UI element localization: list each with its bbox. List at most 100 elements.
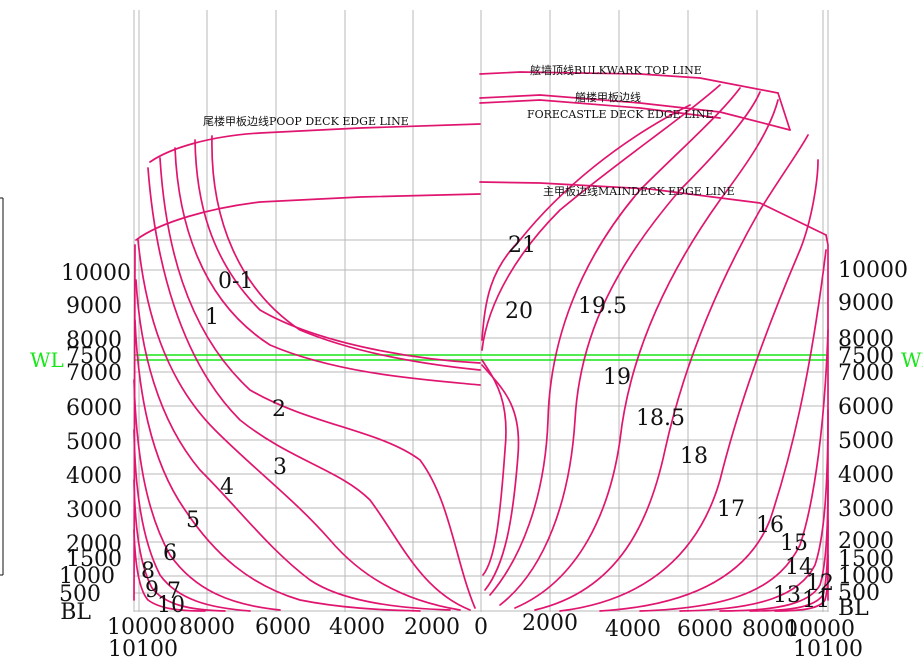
aft-station-curve-g bbox=[135, 279, 451, 611]
width-label-aft: 8000 bbox=[179, 615, 235, 640]
aft-station-curve-k bbox=[133, 479, 226, 612]
station-label: 19.5 bbox=[578, 294, 627, 319]
bulkwark-end-connector bbox=[777, 92, 791, 131]
aft-station-curve-f bbox=[137, 239, 461, 611]
fwd-station-curve-20-a bbox=[481, 359, 507, 576]
station-label: 10 bbox=[157, 593, 185, 618]
bulkwark-top-line bbox=[479, 71, 779, 94]
main-deck-edge-line bbox=[479, 181, 827, 236]
height-label-left: 6000 bbox=[66, 396, 122, 421]
aft-station-curve-a bbox=[194, 139, 481, 364]
aft-station-curve-i bbox=[133, 379, 281, 611]
station-label: 18.5 bbox=[636, 406, 685, 431]
height-label-left: 500 bbox=[59, 582, 101, 607]
fwd-station-curve-11 bbox=[774, 554, 829, 612]
height-label-right: 9000 bbox=[838, 291, 894, 316]
height-label-right: 2000 bbox=[838, 529, 894, 554]
fwd-station-curve-19-5 bbox=[489, 87, 741, 596]
waterline-labels: WL WL bbox=[30, 348, 923, 372]
waterline bbox=[134, 354, 828, 361]
deck-edge-labels: 舷墙顶线BULKWARK TOP LINE 艏楼甲板边线 FORECASTLE … bbox=[203, 63, 735, 198]
station-label: 7 bbox=[167, 579, 181, 604]
height-label-left: 5000 bbox=[66, 430, 122, 455]
left-frame-marker bbox=[0, 197, 4, 576]
station-label: 3 bbox=[273, 455, 287, 480]
station-label: 1 bbox=[205, 305, 219, 330]
grid-lines bbox=[133, 10, 829, 612]
fwd-station-curve-12 bbox=[749, 519, 829, 612]
station-label: 11 bbox=[802, 588, 830, 613]
station-labels-aft: 0-1 1 2 3 4 5 6 7 8 9 10 bbox=[141, 269, 287, 618]
height-label-left: 7500 bbox=[66, 344, 122, 369]
width-label-fwd: 4000 bbox=[605, 617, 661, 642]
width-label-aft: 2000 bbox=[404, 615, 460, 640]
height-label-left: 9000 bbox=[66, 294, 122, 319]
height-label-left: 3000 bbox=[66, 498, 122, 523]
height-label-right: 7500 bbox=[838, 344, 894, 369]
width-label-fwd: 6000 bbox=[677, 617, 733, 642]
station-label: 14 bbox=[785, 555, 813, 580]
fwd-station-curve-16 bbox=[599, 249, 827, 612]
height-label-left: 4000 bbox=[66, 464, 122, 489]
aft-main-deck-edge-line bbox=[135, 193, 481, 241]
forecastle-label-en: FORECASTLE DECK EDGE LINE bbox=[527, 108, 713, 121]
main-deck-label: 主甲板边线MAINDECK EDGE LINE bbox=[543, 184, 735, 198]
poop-deck-label: 尾楼甲板边线POOP DECK EDGE LINE bbox=[203, 114, 409, 128]
fwd-station-curve-21 bbox=[481, 104, 691, 341]
station-label: 2 bbox=[272, 397, 286, 422]
station-label: 21 bbox=[508, 233, 536, 258]
station-label: 15 bbox=[780, 531, 808, 556]
height-label-right: 500 bbox=[838, 581, 880, 606]
aft-station-curve-e bbox=[147, 167, 471, 611]
aft-station-curve-d bbox=[159, 157, 476, 609]
half-breadth-label-right: 10100 bbox=[793, 637, 863, 662]
station-label: 8 bbox=[141, 559, 155, 584]
station-label: 13 bbox=[773, 583, 801, 608]
hull-curves bbox=[133, 71, 829, 612]
height-label-right: 5000 bbox=[838, 429, 894, 454]
height-label-right: 3000 bbox=[838, 497, 894, 522]
width-labels: 10000 8000 6000 4000 2000 0 2000 4000 60… bbox=[107, 611, 863, 662]
height-label-left: 8000 bbox=[66, 328, 122, 353]
height-label-right: 7000 bbox=[838, 361, 894, 386]
fwd-station-curve-14 bbox=[679, 409, 829, 612]
station-label: 4 bbox=[220, 475, 234, 500]
fwd-station-curve-20-b bbox=[481, 364, 520, 591]
half-breadth-label-left: 10100 bbox=[108, 637, 178, 662]
forecastle-deck-edge-line-lower bbox=[479, 99, 721, 119]
width-label-center: 0 bbox=[474, 615, 488, 640]
height-label-left: 2000 bbox=[66, 532, 122, 557]
waterline-label-left: WL bbox=[30, 348, 64, 372]
width-label-aft: 6000 bbox=[255, 615, 311, 640]
height-labels-left: 10000 9000 8000 7500 7000 6000 5000 4000… bbox=[59, 261, 131, 625]
fwd-station-curve-18-5 bbox=[514, 99, 779, 609]
height-label-right: 4000 bbox=[838, 463, 894, 488]
aft-station-curve-h bbox=[134, 319, 421, 612]
station-label: 9 bbox=[145, 578, 159, 603]
station-label: 6 bbox=[163, 541, 177, 566]
width-label-aft: 4000 bbox=[329, 615, 385, 640]
baseline-label-left: BL bbox=[60, 600, 91, 625]
station-labels-fwd: 21 20 19.5 19 18.5 18 17 16 15 14 13 12 … bbox=[505, 233, 834, 613]
height-label-right: 6000 bbox=[838, 395, 894, 420]
station-label: 20 bbox=[505, 299, 533, 324]
fwd-station-curve-18 bbox=[534, 134, 809, 611]
waterline-label-right: WL bbox=[901, 348, 923, 372]
forecastle-label-cn: 艏楼甲板边线 bbox=[575, 90, 641, 104]
bulkwark-top-label: 舷墙顶线BULKWARK TOP LINE bbox=[530, 63, 702, 77]
width-label-fwd: 2000 bbox=[522, 611, 578, 636]
fwd-station-curve-19 bbox=[499, 91, 761, 606]
station-label: 0-1 bbox=[218, 269, 253, 294]
width-label-fwd: 10000 bbox=[785, 617, 855, 642]
station-label: 5 bbox=[186, 508, 200, 533]
width-label-fwd: 8000 bbox=[742, 617, 798, 642]
height-label-right: 8000 bbox=[838, 327, 894, 352]
height-label-left: 7000 bbox=[66, 361, 122, 386]
height-label-right: 1500 bbox=[838, 547, 894, 572]
fwd-station-curve-17 bbox=[559, 159, 819, 612]
station-label: 12 bbox=[806, 571, 834, 596]
height-label-left: 1500 bbox=[66, 547, 122, 572]
station-label: 19 bbox=[603, 365, 631, 390]
aft-station-curve-b bbox=[211, 135, 481, 371]
